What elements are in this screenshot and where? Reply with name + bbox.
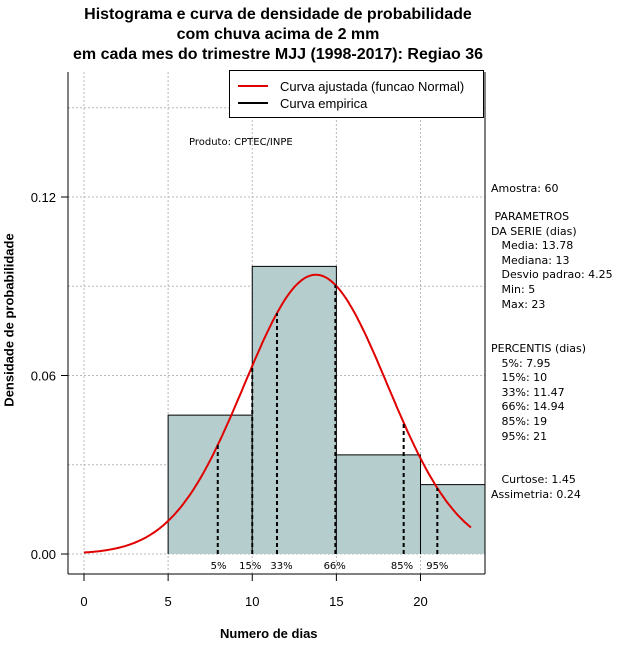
y-tick-label-1: 0.06 bbox=[31, 369, 56, 384]
percentile-label-2: 33% bbox=[270, 561, 292, 572]
sample-size: Amostra: 60 bbox=[491, 182, 559, 195]
histogram-bar-3 bbox=[420, 484, 485, 554]
legend-swatch-fitted bbox=[238, 85, 268, 87]
chart-title-line-1: Histograma e curva de densidade de proba… bbox=[84, 6, 472, 23]
percentile-label-4: 85% bbox=[391, 561, 413, 572]
x-tick-label-1: 5 bbox=[165, 594, 172, 609]
y-axis-title: Densidade de probabilidade bbox=[1, 233, 17, 407]
histogram-bar-1 bbox=[252, 266, 337, 554]
legend-label-fitted: Curva ajustada (funcao Normal) bbox=[280, 78, 465, 94]
histogram-bar-2 bbox=[336, 454, 421, 554]
y-tick-label-0: 0.00 bbox=[31, 547, 56, 562]
x-tick-label-4: 20 bbox=[413, 594, 427, 609]
legend-item-empirical: Curva empirica bbox=[238, 95, 367, 111]
percentiles-list: PERCENTIS (dias) 5%: 7.95 15%: 10 33%: 1… bbox=[491, 342, 587, 443]
x-tick-label-3: 15 bbox=[329, 594, 343, 609]
chart-title-line-3: em cada mes do trimestre MJJ (1998-2017)… bbox=[73, 46, 483, 63]
x-tick-label-2: 10 bbox=[245, 594, 259, 609]
histogram-bar-0 bbox=[168, 415, 253, 554]
chart-legend: Curva ajustada (funcao Normal) Curva emp… bbox=[229, 70, 484, 118]
x-tick-label-0: 0 bbox=[80, 594, 87, 609]
percentile-label-1: 15% bbox=[239, 561, 261, 572]
source-note: Produto: CPTEC/INPE bbox=[189, 137, 293, 148]
fitted-normal-curve bbox=[83, 273, 472, 554]
percentile-label-0: 5% bbox=[211, 561, 227, 572]
y-tick-label-2: 0.12 bbox=[31, 190, 56, 205]
chart-title-line-2: com chuva acima de 2 mm bbox=[176, 26, 380, 43]
percentile-label-3: 66% bbox=[324, 561, 346, 572]
percentile-label-5: 95% bbox=[426, 561, 448, 572]
legend-swatch-empirical bbox=[238, 102, 268, 104]
shape-statistics: Curtose: 1.45 Assimetria: 0.24 bbox=[491, 473, 581, 501]
series-parameters: PARAMETROS DA SERIE (dias) Media: 13.78 … bbox=[491, 210, 613, 311]
x-axis-title: Numero de dias bbox=[220, 626, 318, 641]
legend-item-fitted: Curva ajustada (funcao Normal) bbox=[238, 78, 464, 94]
legend-label-empirical: Curva empirica bbox=[280, 95, 368, 111]
